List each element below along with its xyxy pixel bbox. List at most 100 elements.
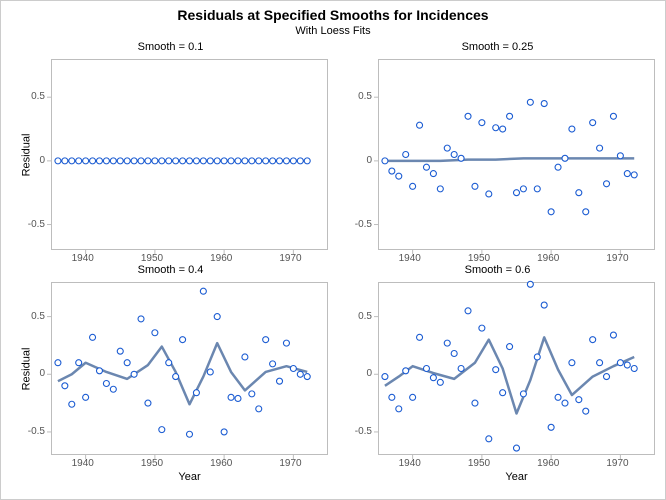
data-point (277, 158, 283, 164)
y-tick-label: -0.5 (28, 426, 45, 437)
data-point (207, 158, 213, 164)
data-point (410, 183, 416, 189)
y-tick-label: 0 (366, 155, 372, 166)
data-point (214, 314, 220, 320)
data-point (444, 340, 450, 346)
data-point (590, 120, 596, 126)
data-point (69, 158, 75, 164)
data-point (534, 186, 540, 192)
data-point (173, 374, 179, 380)
x-tick-label: 1960 (210, 253, 232, 264)
data-point (221, 158, 227, 164)
data-point (514, 190, 520, 196)
data-point (617, 360, 623, 366)
x-tick-label: 1970 (279, 458, 301, 469)
y-tick-label: 0.5 (31, 91, 45, 102)
data-point (159, 427, 165, 433)
data-point (451, 351, 457, 357)
data-point (55, 158, 61, 164)
data-point (96, 368, 102, 374)
plot-area (378, 282, 655, 455)
data-point (242, 158, 248, 164)
data-point (604, 374, 610, 380)
data-point (576, 190, 582, 196)
y-axis-label: Residual (20, 347, 32, 390)
data-point (207, 369, 213, 375)
data-point (270, 361, 276, 367)
data-point (180, 158, 186, 164)
data-point (283, 340, 289, 346)
data-point (437, 379, 443, 385)
data-point (389, 394, 395, 400)
data-point (548, 424, 554, 430)
data-point (159, 158, 165, 164)
data-point (631, 366, 637, 372)
data-point (624, 171, 630, 177)
data-point (479, 120, 485, 126)
data-point (597, 145, 603, 151)
panel-title: Smooth = 0.4 (7, 264, 334, 276)
chart-title: Residuals at Specified Smooths for Incid… (1, 7, 665, 23)
data-point (430, 375, 436, 381)
panel-title: Smooth = 0.6 (334, 264, 661, 276)
data-point (548, 209, 554, 215)
data-point (472, 400, 478, 406)
plot-area (378, 59, 655, 250)
panel-0: Smooth = 0.11940195019601970-0.500.5Resi… (7, 41, 334, 264)
panel-2: Smooth = 0.41940195019601970-0.500.5Resi… (7, 264, 334, 487)
data-point (304, 158, 310, 164)
x-axis-label: Year (378, 471, 655, 483)
x-tick-label: 1950 (468, 253, 490, 264)
panel-3: Smooth = 0.61940195019601970-0.500.5Year (334, 264, 661, 487)
y-tick-label: -0.5 (355, 219, 372, 230)
data-point (138, 316, 144, 322)
data-point (569, 360, 575, 366)
data-point (527, 99, 533, 105)
data-point (396, 173, 402, 179)
x-tick-label: 1960 (537, 458, 559, 469)
data-point (479, 325, 485, 331)
data-point (604, 181, 610, 187)
data-point (83, 394, 89, 400)
x-tick-label: 1970 (279, 253, 301, 264)
data-point (277, 378, 283, 384)
data-point (493, 125, 499, 131)
data-point (472, 183, 478, 189)
data-point (90, 334, 96, 340)
data-point (500, 390, 506, 396)
data-point (417, 122, 423, 128)
data-point (187, 431, 193, 437)
data-point (465, 113, 471, 119)
data-point (62, 158, 68, 164)
data-point (283, 158, 289, 164)
x-tick-label: 1940 (399, 253, 421, 264)
data-point (124, 360, 130, 366)
data-point (562, 155, 568, 161)
data-point (423, 366, 429, 372)
data-point (166, 360, 172, 366)
data-point (458, 155, 464, 161)
x-tick-label: 1960 (537, 253, 559, 264)
data-point (520, 391, 526, 397)
data-point (444, 145, 450, 151)
y-tick-label: 0.5 (31, 311, 45, 322)
x-tick-label: 1950 (141, 253, 163, 264)
data-point (235, 395, 241, 401)
data-point (187, 158, 193, 164)
data-point (138, 158, 144, 164)
data-point (152, 158, 158, 164)
data-point (228, 158, 234, 164)
data-point (410, 394, 416, 400)
data-point (458, 366, 464, 372)
x-tick-label: 1940 (399, 458, 421, 469)
data-point (235, 158, 241, 164)
data-point (423, 164, 429, 170)
data-point (541, 302, 547, 308)
data-point (583, 209, 589, 215)
data-point (256, 158, 262, 164)
y-tick-label: 0.5 (358, 311, 372, 322)
x-axis-label: Year (51, 471, 328, 483)
data-point (403, 152, 409, 158)
data-point (145, 400, 151, 406)
loess-line (385, 158, 634, 161)
